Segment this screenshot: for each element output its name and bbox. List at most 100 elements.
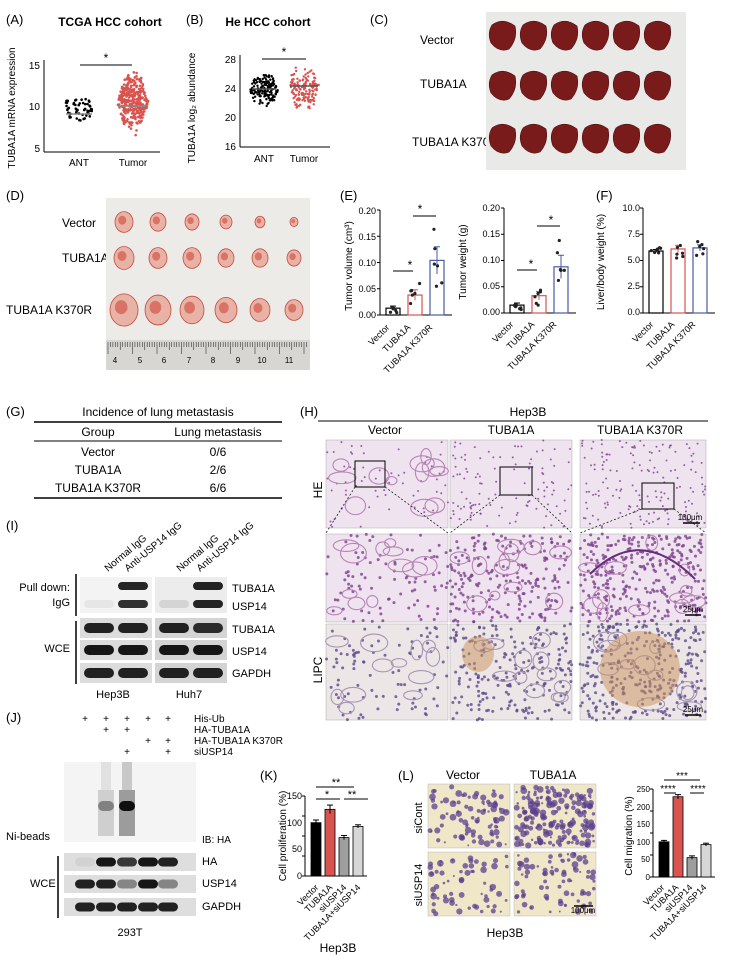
nucleus	[660, 491, 663, 494]
migrated-cell	[522, 809, 528, 815]
migrated-cell	[490, 839, 495, 844]
band	[159, 645, 189, 655]
nucleus	[594, 718, 598, 722]
nucleus	[592, 580, 596, 584]
migrated-cell	[525, 795, 531, 800]
migrated-cell	[477, 816, 480, 820]
alveolus	[583, 596, 604, 614]
panel-b-title: He HCC cohort	[225, 15, 310, 29]
nucleus	[563, 673, 567, 677]
nucleus	[466, 685, 470, 689]
nucleus	[492, 696, 496, 700]
nucleus	[588, 543, 592, 547]
nucleus	[663, 492, 666, 495]
alveolus	[679, 584, 693, 597]
nucleus	[479, 562, 483, 566]
migrated-cell	[504, 854, 509, 859]
data-point	[696, 240, 700, 244]
nucleus	[401, 482, 404, 485]
nucleus	[669, 444, 672, 447]
nucleus	[528, 636, 532, 640]
ant-point	[261, 80, 264, 84]
nucleus	[697, 548, 701, 552]
zoom-box	[354, 460, 386, 488]
nucleus	[632, 454, 635, 457]
nucleus	[609, 605, 613, 609]
nucleus	[388, 481, 391, 484]
alveolus	[592, 589, 611, 610]
nucleus	[528, 600, 532, 604]
migrated-cell	[592, 879, 596, 883]
panel-e-wt-tick-015: 0.15	[482, 229, 500, 239]
panel-f-tick-10: 10.0	[622, 203, 640, 213]
nucleus	[514, 463, 517, 466]
nucleus	[352, 667, 356, 671]
nucleus	[463, 505, 466, 508]
nucleus	[692, 490, 695, 493]
data-point	[536, 291, 540, 296]
ant-point	[84, 97, 87, 101]
migrated-cell	[557, 853, 563, 858]
tumor-point	[119, 94, 122, 98]
nucleus	[606, 544, 610, 548]
nucleus	[588, 490, 591, 493]
migrated-cell	[567, 878, 572, 883]
nucleus	[568, 622, 572, 626]
nucleus	[593, 463, 596, 466]
nucleus	[504, 690, 508, 694]
nucleus	[502, 655, 506, 659]
nucleus	[618, 496, 621, 499]
panel-e-tag: (E)	[340, 188, 357, 203]
tumor-point	[127, 125, 131, 128]
nucleus	[701, 630, 705, 634]
band	[117, 902, 137, 912]
nucleus	[341, 607, 345, 611]
nucleus	[384, 494, 387, 497]
ant-point	[86, 109, 89, 113]
nucleus	[520, 445, 523, 448]
migrated-cell	[471, 869, 475, 874]
tumor-point	[135, 111, 138, 115]
migrated-cell	[527, 793, 530, 796]
nucleus	[432, 585, 436, 589]
nucleus	[418, 688, 422, 692]
nucleus	[506, 603, 510, 607]
nucleus	[549, 537, 553, 541]
nucleus	[553, 448, 556, 451]
nucleus	[347, 582, 351, 586]
nucleus	[453, 569, 457, 573]
nucleus	[619, 512, 622, 515]
nucleus	[590, 541, 594, 545]
migrated-cell	[588, 822, 596, 830]
nucleus	[658, 449, 661, 452]
nucleus	[417, 490, 420, 493]
nucleus	[471, 599, 475, 603]
migrated-cell	[514, 836, 518, 841]
ruler-11: 11	[285, 356, 294, 365]
migrated-cell	[504, 899, 508, 902]
nucleus	[700, 545, 704, 549]
band	[138, 902, 158, 912]
panel-g-tag: (G)	[6, 404, 25, 419]
nucleus	[477, 689, 481, 693]
nucleus	[476, 564, 480, 568]
nucleus	[694, 652, 698, 656]
nucleus	[475, 718, 479, 722]
ant-point	[66, 99, 70, 103]
nucleus	[425, 635, 429, 639]
nucleus	[452, 628, 456, 632]
nucleus	[454, 606, 458, 610]
tumor-core	[256, 218, 262, 224]
nucleus	[703, 687, 707, 691]
nucleus	[569, 673, 573, 677]
nucleus	[693, 572, 697, 576]
migrated-cell	[586, 787, 593, 795]
nucleus	[651, 563, 655, 567]
migrated-cell	[481, 861, 487, 867]
nucleus	[587, 645, 591, 649]
ant-point	[254, 82, 257, 85]
nucleus	[378, 469, 381, 472]
tumor-point	[312, 96, 316, 100]
migrated-cell	[563, 904, 567, 907]
panel-j-tag: (J)	[6, 710, 21, 725]
